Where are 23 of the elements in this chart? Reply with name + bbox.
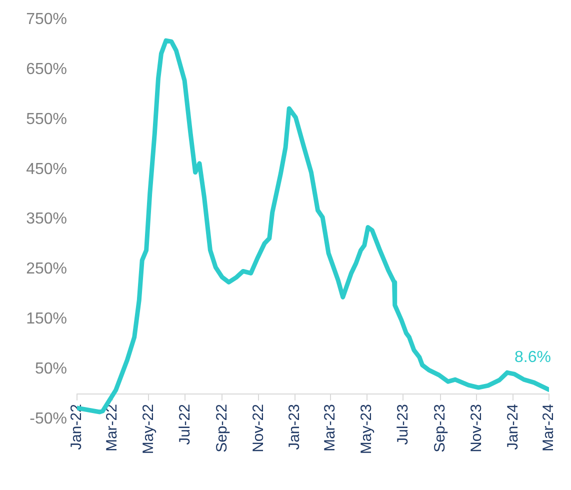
y-tick-label: 750%: [26, 11, 67, 28]
y-tick-label: 450%: [26, 160, 67, 178]
annotation: 8.6%: [514, 349, 551, 366]
y-tick-label: 50%: [34, 360, 67, 378]
x-tick-label: May-22: [140, 404, 157, 454]
x-tick-label: Jan-24: [504, 404, 522, 450]
x-tick-label: Sep-23: [431, 404, 448, 452]
x-tick-label: Jul-23: [394, 404, 412, 445]
y-tick-label: 350%: [26, 210, 67, 228]
x-tick-label: Mar-24: [540, 404, 558, 452]
x-tick-label: Jan-23: [286, 404, 304, 450]
x-tick-label: Nov-22: [250, 404, 267, 452]
y-tick-label: 150%: [26, 310, 67, 328]
x-tick-label: Mar-23: [321, 404, 338, 452]
y-tick-label: 250%: [26, 260, 67, 278]
x-tick-label: Jul-22: [176, 404, 194, 445]
x-tick-label: Nov-23: [468, 404, 485, 452]
y-tick-label: -50%: [30, 410, 67, 428]
x-tick-label: May-23: [358, 404, 375, 454]
x-tick-label: Sep-22: [213, 404, 230, 452]
x-tick-label: Mar-22: [103, 404, 120, 452]
y-tick-label: 550%: [26, 110, 67, 128]
y-tick-label: 650%: [26, 60, 67, 78]
